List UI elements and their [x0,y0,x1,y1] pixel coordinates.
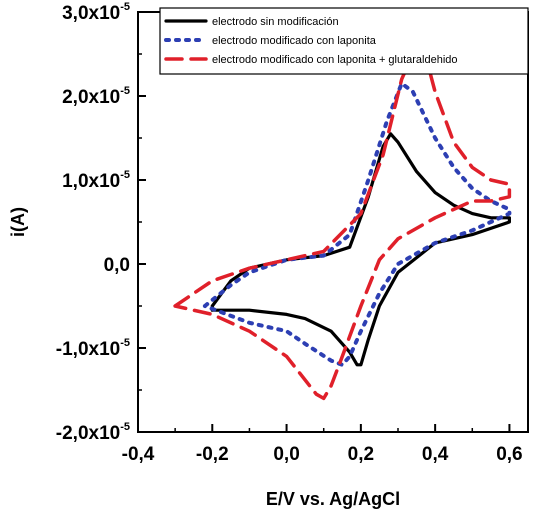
legend-label: electrodo modificado con laponita + glut… [212,54,458,66]
x-tick-label: 0,6 [496,444,522,465]
y-tick-mantissa: -1,0x10 [56,339,120,360]
series-line-2 [202,81,512,367]
y-tick-exponent: -5 [120,337,130,349]
y-tick-exponent: -5 [120,169,130,181]
legend-label: electrodo sin modificación [212,16,339,28]
y-tick-label: 3,0x10-5 [62,1,130,24]
y-tick-mantissa: 3,0x10 [62,3,120,24]
plot-frame [137,11,529,433]
y-tick-exponent: -5 [120,421,130,433]
legend-label: electrodo modificado con laponita [212,35,377,47]
y-tick-label: -1,0x10-5 [56,337,130,360]
y-tick-exponent: -5 [120,85,130,97]
series-line-1 [210,132,511,367]
x-tick-label: 0,2 [348,444,374,465]
x-axis: -0,4 -0,2 0,0 0,2 0,4 0,6 [122,424,523,465]
y-tick-label: -2,0x10-5 [56,421,130,444]
y-tick-mantissa: -2,0x10 [56,423,120,444]
y-tick-label: 1,0x10-5 [62,169,130,192]
x-axis-title: E/V vs. Ag/AgCl [266,489,400,509]
y-axis-title: i(A) [8,207,28,237]
legend: electrodo sin modificación electrodo modi… [159,7,529,75]
x-tick-label: 0,0 [273,444,299,465]
y-tick-label: 2,0x10-5 [62,85,130,108]
y-tick-mantissa: 2,0x10 [62,87,120,108]
legend-box [159,7,529,75]
plot-area [137,11,529,433]
x-tick-label: -0,4 [122,444,155,465]
y-axis: -2,0x10-5-1,0x10-50,01,0x10-52,0x10-53,0… [56,1,146,444]
series-line-3 [173,43,512,401]
y-tick-mantissa: 0,0 [104,255,130,276]
y-tick-label: 0,0 [104,255,130,276]
y-tick-exponent: -5 [120,1,130,13]
x-tick-label: -0,2 [196,444,229,465]
x-tick-label: 0,4 [422,444,449,465]
y-tick-mantissa: 1,0x10 [62,171,120,192]
